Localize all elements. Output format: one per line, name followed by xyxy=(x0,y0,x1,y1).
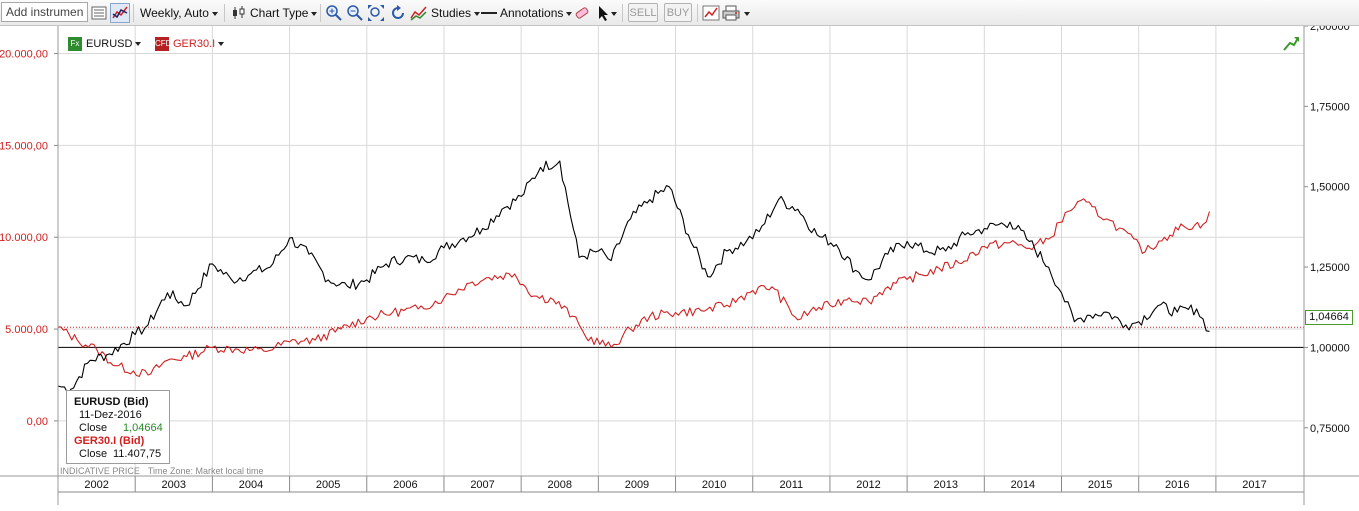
trade-chart-icon[interactable] xyxy=(702,4,720,22)
candlestick-icon[interactable] xyxy=(230,4,248,22)
chart-type-dropdown[interactable]: Chart Type xyxy=(250,3,318,23)
right-tick-label: 0,75000 xyxy=(1310,423,1350,435)
studies-icon[interactable] xyxy=(410,4,428,22)
fit-icon[interactable] xyxy=(367,4,385,22)
chevron-down-icon xyxy=(566,11,573,16)
x-tick-label: 2013 xyxy=(933,479,957,491)
x-tick-label: 2008 xyxy=(548,479,572,491)
info-close-label: Close xyxy=(79,422,108,434)
last-price-tag: 1,04664 xyxy=(1305,310,1353,325)
right-tick-label: 1,25000 xyxy=(1310,262,1350,274)
x-tick-label: 2004 xyxy=(239,479,263,491)
x-tick-label: 2015 xyxy=(1088,479,1112,491)
sell-button[interactable]: SELL xyxy=(628,3,658,22)
period-dropdown[interactable]: Weekly, Auto xyxy=(140,3,218,23)
plot-series xyxy=(57,160,1211,394)
info-close-value-ger30: 11.407,75 xyxy=(113,448,162,460)
toolbar: Weekly, Auto Chart Type Studies Annotati… xyxy=(0,0,1359,26)
info-close-value-eurusd: 1,04664 xyxy=(123,422,163,434)
x-tick-label: 2006 xyxy=(393,479,417,491)
x-tick-label: 2010 xyxy=(702,479,726,491)
left-tick-label: 5.000,00 xyxy=(5,324,48,336)
line-annotation-icon[interactable] xyxy=(480,4,498,22)
chart-type-label: Chart Type xyxy=(250,6,309,20)
x-tick-label: 2014 xyxy=(1011,479,1035,491)
left-tick-label: 15.000,00 xyxy=(0,140,48,152)
expand-icon[interactable] xyxy=(1283,37,1299,51)
right-tick-label: 1,75000 xyxy=(1310,101,1350,113)
info-date: 11-Dez-2016 xyxy=(79,409,142,421)
eraser-icon[interactable] xyxy=(573,4,591,22)
compare-icon[interactable] xyxy=(110,3,130,23)
instrument-list-icon[interactable] xyxy=(90,4,108,22)
cursor-icon[interactable] xyxy=(594,4,612,22)
fx-badge-icon: Fx xyxy=(68,37,82,51)
x-tick-label: 2002 xyxy=(84,479,108,491)
info-close-label: Close xyxy=(79,448,108,460)
info-title-ger30: GER30.I (Bid) xyxy=(74,435,145,447)
left-axis: 0,00 5.000,00 10.000,00 15.000,00 20.000,00 xyxy=(0,49,58,428)
legend-label-eurusd: EURUSD xyxy=(86,38,133,50)
x-axis: 2002 2003 2004 2005 2006 2007 2008 2009 2010 2011… xyxy=(57,476,1304,493)
chevron-down-icon xyxy=(474,11,481,16)
chevron-down-icon xyxy=(211,11,218,16)
price-chart[interactable]: 0,005.000,0010.000,0015.000,0020.000,00 … xyxy=(0,26,1359,511)
chevron-down-icon xyxy=(218,42,225,47)
chevron-down-icon xyxy=(135,42,142,47)
buy-button[interactable]: BUY xyxy=(664,3,692,22)
x-tick-label: 2017 xyxy=(1242,479,1266,491)
right-tick-label: 2,00000 xyxy=(1310,26,1350,33)
ger30-series-line xyxy=(57,198,1211,377)
right-tick-label: 1,00000 xyxy=(1310,342,1350,354)
x-tick-label: 2012 xyxy=(856,479,880,491)
crosshair-info-box: EURUSD (Bid) 11-Dez-2016 Close 1,04664 G… xyxy=(66,390,170,464)
x-tick-label: 2009 xyxy=(625,479,649,491)
reference-lines xyxy=(58,326,1304,348)
studies-label: Studies xyxy=(431,6,472,20)
info-title-eurusd: EURUSD (Bid) xyxy=(74,396,149,408)
print-icon[interactable] xyxy=(722,4,740,22)
eurusd-series-line xyxy=(57,160,1210,394)
legend-label-ger30: GER30.I xyxy=(173,38,216,50)
zoom-in-icon[interactable] xyxy=(325,4,343,22)
chevron-down-icon xyxy=(311,11,318,16)
x-tick-label: 2016 xyxy=(1165,479,1189,491)
cfd-badge-icon: CFD xyxy=(155,37,171,51)
annotations-label: Annotations xyxy=(500,6,564,20)
timezone-label: Time Zone: Market local time xyxy=(147,466,264,476)
reset-icon[interactable] xyxy=(389,4,407,22)
left-tick-label: 20.000,00 xyxy=(0,49,48,61)
left-tick-label: 10.000,00 xyxy=(0,232,48,244)
x-tick-label: 2003 xyxy=(162,479,186,491)
studies-dropdown[interactable]: Studies xyxy=(431,3,481,23)
chevron-down-icon[interactable] xyxy=(611,12,617,16)
period-label: Weekly, xyxy=(140,6,182,20)
chevron-down-icon[interactable] xyxy=(744,12,750,16)
x-tick-label: 2007 xyxy=(470,479,494,491)
left-tick-label: 0,00 xyxy=(27,416,48,428)
annotations-dropdown[interactable]: Annotations xyxy=(500,3,573,23)
zoom-out-icon[interactable] xyxy=(346,4,364,22)
indicative-price-label: INDICATIVE PRICE xyxy=(60,466,140,476)
footer-note: INDICATIVE PRICE Time Zone: Market local … xyxy=(60,466,272,476)
legend-item-ger30[interactable]: CFD GER30.I xyxy=(155,37,225,51)
legend-item-eurusd[interactable]: Fx EURUSD xyxy=(68,37,142,51)
right-axis: 0,75000 1,00000 1,25000 1,50000 1,75000 2,000… xyxy=(1304,26,1350,435)
frame xyxy=(0,26,1359,505)
x-tick-label: 2005 xyxy=(316,479,340,491)
right-tick-label: 1,50000 xyxy=(1310,182,1350,194)
x-tick-label: 2011 xyxy=(780,479,804,491)
add-instrument-input[interactable] xyxy=(1,2,88,22)
scale-label: Auto xyxy=(184,6,209,20)
